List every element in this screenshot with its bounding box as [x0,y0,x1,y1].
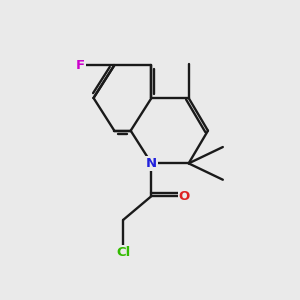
Text: N: N [146,157,157,170]
Text: O: O [178,190,190,202]
Text: F: F [76,59,85,72]
Text: Cl: Cl [116,246,130,259]
